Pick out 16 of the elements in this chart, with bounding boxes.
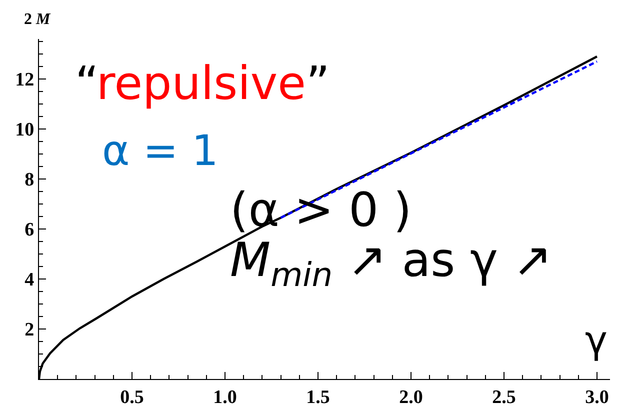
y-tick-label: 2 — [24, 320, 34, 341]
y-tick-label: 10 — [15, 120, 34, 141]
x-tick-label: 1.5 — [306, 386, 330, 408]
x-tick-label: 0.5 — [120, 386, 144, 408]
x-tick-label: 2.0 — [399, 386, 423, 408]
y-tick-label: 4 — [24, 270, 35, 291]
y-tick-label: 8 — [24, 170, 34, 191]
y-tick-label: 6 — [24, 220, 34, 241]
x-axis-title: γ — [585, 318, 608, 362]
y-tick-label: 12 — [15, 70, 34, 91]
annotation: “repulsive” — [75, 56, 330, 110]
x-tick-label: 2.5 — [492, 386, 516, 408]
x-tick-label: 1.0 — [213, 386, 237, 408]
x-tick-label: 3.0 — [585, 386, 609, 408]
annotation: α = 1 — [102, 126, 218, 175]
y-axis-title: 2 M — [24, 11, 51, 28]
